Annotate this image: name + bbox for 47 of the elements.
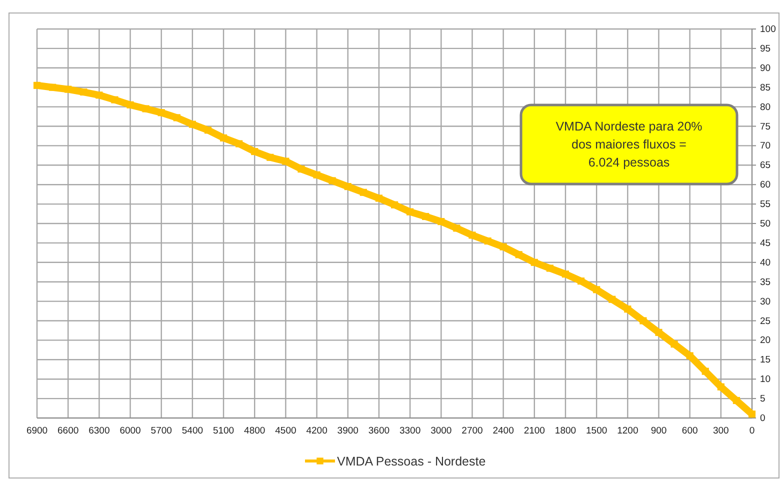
x-tick-label: 4800 [244, 426, 266, 437]
x-tick-label: 4200 [306, 426, 328, 437]
x-tick-label: 1200 [617, 426, 638, 437]
y-tick-label: 70 [760, 140, 771, 152]
x-tick-label: 1500 [586, 426, 608, 437]
x-tick-label: 0 [749, 426, 755, 437]
legend-label: VMDA Pessoas - Nordeste [337, 454, 486, 468]
y-tick-label: 25 [760, 316, 771, 327]
y-tick-label: 55 [760, 199, 771, 210]
x-tick-label: 3900 [337, 426, 358, 437]
x-tick-label: 600 [682, 426, 698, 437]
y-tick-label: 60 [760, 180, 771, 191]
x-tick-label: 5100 [212, 426, 234, 437]
x-tick-label: 4500 [275, 426, 296, 437]
y-tick-label: 95 [760, 43, 771, 54]
y-tick-label: 40 [760, 257, 771, 268]
y-tick-label: 5 [760, 394, 766, 405]
y-tick-label: 80 [760, 102, 771, 113]
x-tick-label: 6300 [88, 426, 110, 437]
x-tick-label: 6000 [120, 426, 141, 437]
annotation: VMDA Nordeste para 20% dos maiores fluxos = 6.024 pessoas [556, 120, 702, 170]
x-tick-label: 2100 [524, 426, 545, 437]
y-tick-label: 35 [760, 276, 771, 288]
x-tick-label: 1800 [554, 426, 576, 437]
y-tick-label: 30 [760, 296, 771, 308]
y-tick-label: 20 [760, 335, 771, 346]
x-tick-label: 900 [650, 426, 667, 437]
y-tick-label: 85 [760, 82, 771, 94]
y-tick-label: 90 [760, 62, 771, 74]
x-tick-label: 2400 [492, 426, 514, 437]
x-tick-label: 3000 [430, 426, 452, 437]
x-tick-label: 6600 [58, 426, 79, 437]
x-tick-label: 5700 [150, 426, 172, 437]
x-tick-label: 3300 [399, 426, 421, 437]
x-tick-label: 3600 [368, 426, 390, 437]
y-tick-label: 50 [760, 218, 771, 230]
y-tick-label: 0 [760, 413, 766, 424]
y-tick-label: 10 [760, 374, 771, 386]
x-tick-label: 5400 [182, 426, 204, 437]
x-tick-label: 2700 [462, 426, 483, 437]
y-tick-label: 65 [760, 160, 771, 172]
y-tick-label: 100 [760, 24, 776, 36]
y-tick-label: 45 [760, 238, 771, 249]
x-tick-label: 6900 [26, 426, 48, 437]
y-tick-label: 15 [760, 354, 771, 366]
y-tick-label: 75 [760, 121, 771, 132]
x-tick-label: 300 [712, 426, 729, 437]
